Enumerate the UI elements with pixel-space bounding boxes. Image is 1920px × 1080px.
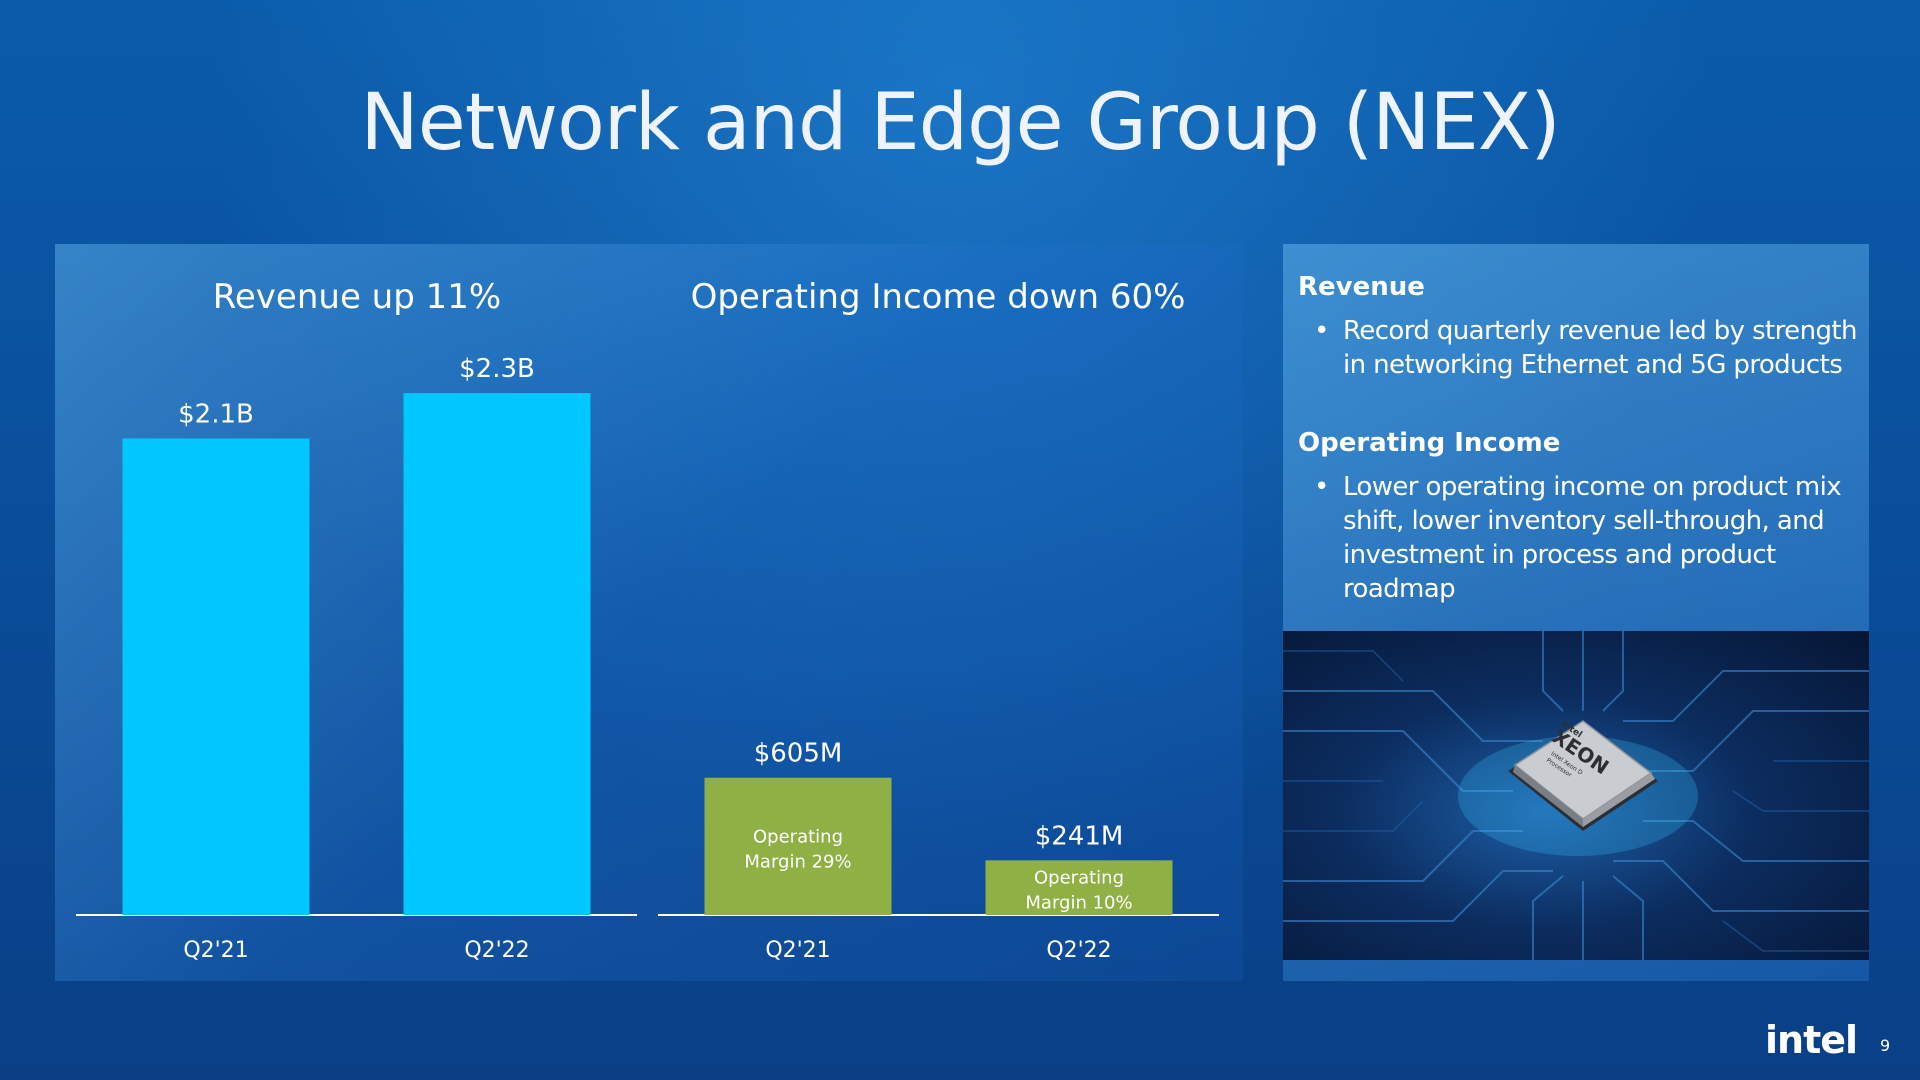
revenue-chart-title: Revenue up 11% <box>213 277 501 317</box>
intel-logo: intel <box>1765 1018 1858 1062</box>
income-chart-title: Operating Income down 60% <box>691 277 1186 317</box>
revenue-bar-0 <box>122 438 310 915</box>
circuit-board-image: intel XEON Intel Xeon D Processor <box>1283 631 1869 960</box>
income-bar-0 <box>704 777 892 915</box>
xeon-chip-photo: intel XEON Intel Xeon D Processor <box>1283 631 1869 960</box>
income-value-label-0: $605M <box>754 739 843 769</box>
income-category-label-0: Q2'21 <box>765 938 830 963</box>
income-annotation-1: Operating Margin 10% <box>1025 868 1132 914</box>
revenue-bars: $2.1B Q2'21 $2.3B Q2'22 <box>122 354 591 963</box>
revenue-heading: Revenue <box>1298 272 1425 302</box>
bullet-dot: • <box>1314 316 1330 346</box>
revenue-category-label-1: Q2'22 <box>464 938 529 963</box>
income-bar-1 <box>985 860 1173 915</box>
page-number: 9 <box>1880 1036 1891 1055</box>
bullet-dot: • <box>1314 472 1330 502</box>
revenue-value-label-0: $2.1B <box>178 399 254 429</box>
chip-edge-right <box>1583 773 1655 827</box>
income-bars: $605M Q2'21 Operating Margin 29% $241M Q2'22 O… <box>704 739 1173 963</box>
operating-income-bullet-text: Lower operating income on product mix sh… <box>1343 472 1842 604</box>
income-annotation-0: Operating Margin 29% <box>744 826 851 872</box>
revenue-bar-1 <box>403 393 591 916</box>
operating-income-bullet: • Lower operating income on product mix … <box>1314 470 1869 606</box>
chip-edge-left <box>1513 765 1583 827</box>
side-panel: Revenue • Record quarterly revenue led b… <box>1283 244 1869 981</box>
slide-title: Network and Edge Group (NEX) <box>360 78 1560 168</box>
operating-income-heading: Operating Income <box>1298 428 1561 458</box>
revenue-category-label-0: Q2'21 <box>183 938 248 963</box>
revenue-bullet: • Record quarterly revenue led by streng… <box>1314 314 1869 382</box>
revenue-bullet-text: Record quarterly revenue led by strength… <box>1343 316 1857 380</box>
income-category-label-1: Q2'22 <box>1046 938 1111 963</box>
revenue-value-label-1: $2.3B <box>459 354 535 384</box>
income-value-label-1: $241M <box>1035 821 1124 851</box>
